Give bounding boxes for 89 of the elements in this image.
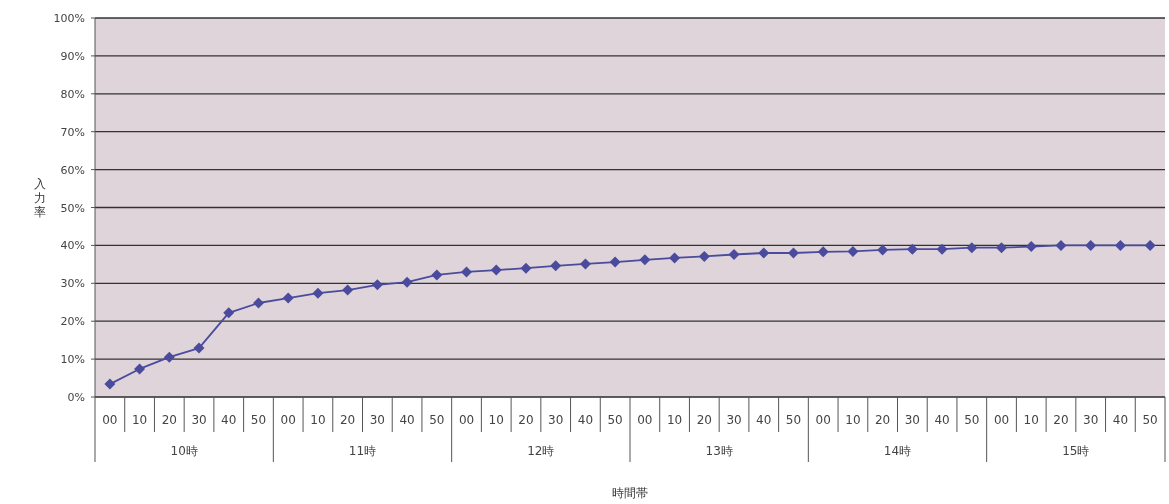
x-tick-label: 10 [131,413,148,427]
x-tick-label: 30 [548,413,564,427]
point [342,284,354,296]
point [312,287,324,299]
x-tick-label: 30 [1083,413,1099,427]
y-tick-label: 80% [60,87,85,101]
point [520,262,532,274]
x-tick-label: 00 [993,413,1010,427]
point [966,242,978,254]
point [669,252,681,264]
x-tick-label: 40 [221,413,237,427]
point [461,266,473,278]
x-tick-label: 20 [518,413,534,427]
point [1114,239,1126,251]
text: 15時 [1062,444,1090,458]
x-tick-label: 20 [696,413,712,427]
point [163,351,175,363]
x-axis-title: 時間帯 [612,486,648,500]
point [401,276,413,288]
point [282,292,294,304]
x-tick-label: 50 [1142,413,1158,427]
point [431,269,443,281]
point [1085,239,1097,251]
point [579,258,591,270]
point [371,279,383,291]
y-tick-label: 20% [60,315,85,329]
y-axis-title: 入力率 [34,176,46,219]
x-tick-label: 00 [102,413,118,427]
y-tick-label: 50% [60,201,85,215]
x-tick-label: 20 [1053,413,1069,427]
y-tick-label: 100% [53,12,85,25]
point [609,256,621,268]
x-tick-label: 50 [964,413,980,427]
point [847,245,859,257]
point [639,254,651,266]
point [193,342,205,354]
x-tick-label: 40 [577,413,594,427]
x-tick-label: 50 [429,413,445,427]
x-tick-label: 10 [1023,413,1039,427]
x-tick-label: 10 [845,413,861,427]
y-tick-label: 30% [60,277,85,291]
x-tick-label: 40 [756,413,772,427]
text: 11時 [348,444,377,458]
y-tick-label: 0% [67,391,85,404]
point [252,297,264,309]
point [906,243,918,255]
point [134,363,146,375]
x-tick-label: 50 [785,413,802,427]
y-tick-label: 60% [60,163,85,177]
x-tick-label: 50 [250,413,267,427]
x-tick-label: 30 [726,413,742,427]
x-tick-label: 20 [875,413,891,427]
text: 10時 [170,444,198,458]
point [698,250,710,262]
x-tick-label: 40 [934,413,950,427]
x-tick-label: 20 [161,413,177,427]
text: 13時 [705,444,733,458]
x-tick-label: 00 [280,413,296,427]
point [1025,241,1037,253]
x-tick-label: 30 [369,413,385,427]
point [936,243,948,255]
x-tick-label: 00 [637,413,653,427]
x-tick-label: 40 [1112,413,1129,427]
point [1055,239,1067,251]
point [1144,239,1156,251]
point [877,244,889,256]
point [550,260,562,272]
point [728,249,740,260]
x-tick-label: 00 [458,413,475,427]
x-tick-label: 30 [191,413,207,427]
point [996,242,1008,254]
x-tick-label: 40 [399,413,415,427]
x-tick-label: 50 [607,413,623,427]
point [817,246,829,258]
x-tick-label: 00 [815,413,831,427]
x-tick-label: 10 [666,413,683,427]
point [104,378,116,390]
y-tick-label: 70% [60,125,85,139]
text: 14時 [883,444,912,458]
x-tick-label: 30 [904,413,920,427]
point [490,264,502,276]
text: 12時 [527,444,555,458]
y-tick-label: 90% [60,49,85,63]
point [223,307,235,319]
y-tick-label: 10% [60,353,85,367]
x-tick-label: 10 [488,413,504,427]
y-tick-label: 40% [60,239,85,253]
x-tick-label: 10 [310,413,326,427]
x-tick-label: 20 [340,413,356,427]
